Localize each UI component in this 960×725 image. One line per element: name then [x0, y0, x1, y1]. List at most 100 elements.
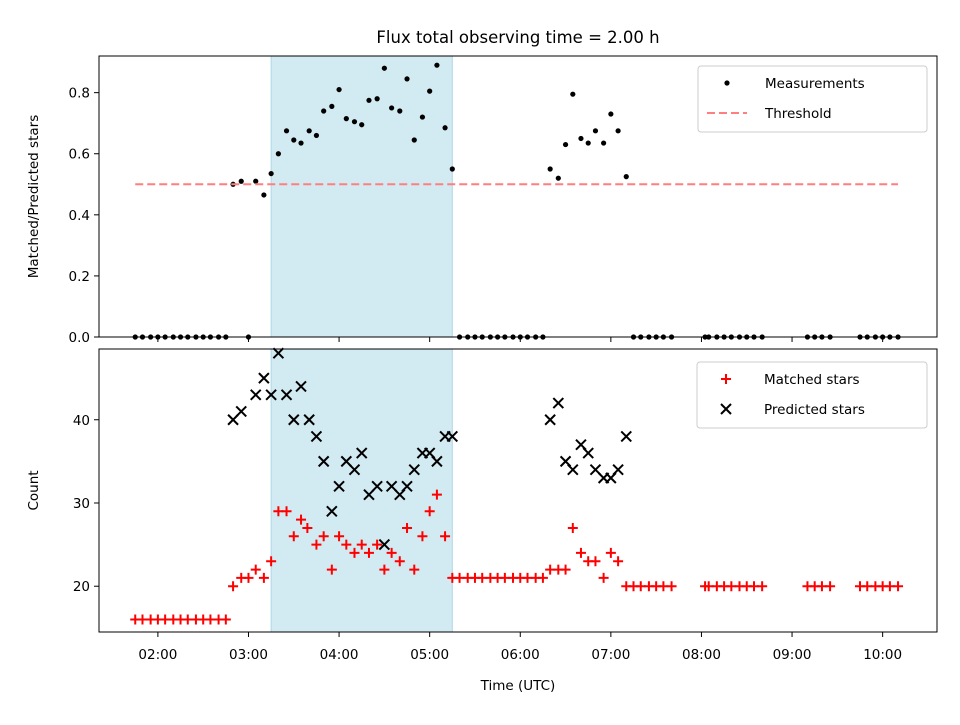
data-point	[302, 522, 313, 533]
y-tick-label: 0.8	[69, 86, 90, 102]
data-point	[374, 96, 380, 102]
data-point	[288, 414, 300, 426]
series-matched-stars	[130, 489, 904, 625]
chart-title: Flux total observing time = 2.00 h	[376, 28, 659, 47]
data-point	[281, 506, 292, 517]
data-point	[291, 137, 297, 143]
data-point	[598, 572, 609, 583]
data-point	[608, 111, 614, 117]
data-point	[408, 463, 420, 476]
data-point	[303, 414, 315, 426]
data-point	[547, 166, 553, 172]
data-point	[552, 397, 565, 409]
data-point	[555, 175, 561, 181]
data-point	[825, 581, 836, 592]
y-tick-label: 0.4	[69, 208, 90, 224]
data-point	[359, 122, 365, 128]
data-point	[567, 522, 578, 533]
data-point	[253, 178, 259, 184]
legend-box	[697, 65, 928, 133]
y-tick-label: 0.0	[69, 330, 90, 346]
data-point	[296, 514, 307, 525]
data-point	[333, 480, 345, 493]
data-point	[280, 389, 293, 401]
data-point	[394, 556, 405, 567]
data-point	[402, 522, 413, 533]
data-point	[585, 140, 591, 146]
legend-label: Predicted stars	[764, 402, 865, 418]
legend-marker	[721, 374, 731, 384]
data-point	[601, 140, 607, 146]
top-panel: 0.0 0.2 0.4 0.6 0.8 Matched/Predicted stars Me…	[26, 55, 938, 346]
data-point	[341, 539, 352, 550]
data-point	[266, 556, 277, 567]
data-point	[666, 581, 677, 592]
data-point	[356, 539, 367, 550]
data-point	[417, 531, 428, 542]
data-point	[228, 581, 239, 592]
data-point	[220, 614, 231, 625]
highlight-band	[270, 348, 453, 633]
x-tick-label: 05:00	[410, 647, 449, 663]
x-tick-label: 04:00	[320, 647, 359, 663]
data-point	[623, 174, 629, 180]
x-tick-label: 02:00	[138, 647, 177, 663]
x-tick-label: 07:00	[591, 647, 630, 663]
data-point	[313, 132, 320, 139]
y-tick-label: 40	[73, 413, 90, 429]
data-point	[371, 480, 383, 493]
legend-box	[696, 361, 928, 429]
legend-marker	[724, 80, 730, 86]
data-point	[424, 506, 435, 517]
data-point	[343, 116, 349, 122]
data-point	[378, 538, 391, 551]
data-point	[411, 137, 417, 143]
data-point	[258, 572, 269, 583]
data-point	[442, 125, 448, 131]
data-point	[592, 128, 599, 134]
data-point	[379, 564, 390, 575]
data-point	[757, 581, 768, 592]
data-point	[311, 539, 322, 550]
data-point	[363, 547, 374, 558]
data-point	[321, 108, 327, 114]
x-tick-label: 06:00	[501, 647, 540, 663]
data-point	[578, 135, 584, 142]
data-point	[258, 372, 270, 384]
data-point	[409, 564, 420, 575]
data-point	[288, 531, 299, 542]
data-point	[243, 572, 254, 583]
x-tick-label: 08:00	[682, 647, 721, 663]
x-tick-label: 10:00	[863, 647, 902, 663]
y-tick-label: 0.2	[69, 269, 90, 285]
data-point	[537, 572, 548, 583]
series-predicted-stars	[227, 347, 632, 551]
data-point	[612, 463, 624, 476]
data-point	[419, 114, 426, 120]
data-point	[386, 547, 397, 558]
bottom-panel: 20 30 40 02:00 03:00 04:00 05:00 06:00 07:00 08:0…	[26, 347, 938, 663]
data-point	[336, 86, 342, 93]
data-point	[431, 455, 443, 468]
legend-label: Measurements	[765, 76, 865, 92]
axes-frame	[98, 348, 938, 633]
data-point	[446, 430, 459, 443]
y-tick-label: 20	[73, 579, 90, 595]
legend-label: Threshold	[764, 106, 832, 122]
data-point	[605, 547, 616, 558]
data-point	[348, 463, 361, 476]
data-point	[562, 141, 569, 148]
data-point	[620, 430, 632, 443]
data-point	[893, 581, 904, 592]
data-point	[261, 192, 267, 198]
data-point	[397, 108, 403, 114]
legend: Measurements Threshold	[697, 65, 928, 133]
y-tick-label: 30	[73, 496, 90, 512]
data-point	[366, 97, 372, 103]
data-point	[389, 105, 395, 111]
data-point	[427, 88, 433, 94]
data-point	[449, 166, 455, 172]
y-tick-label: 0.6	[69, 147, 90, 163]
